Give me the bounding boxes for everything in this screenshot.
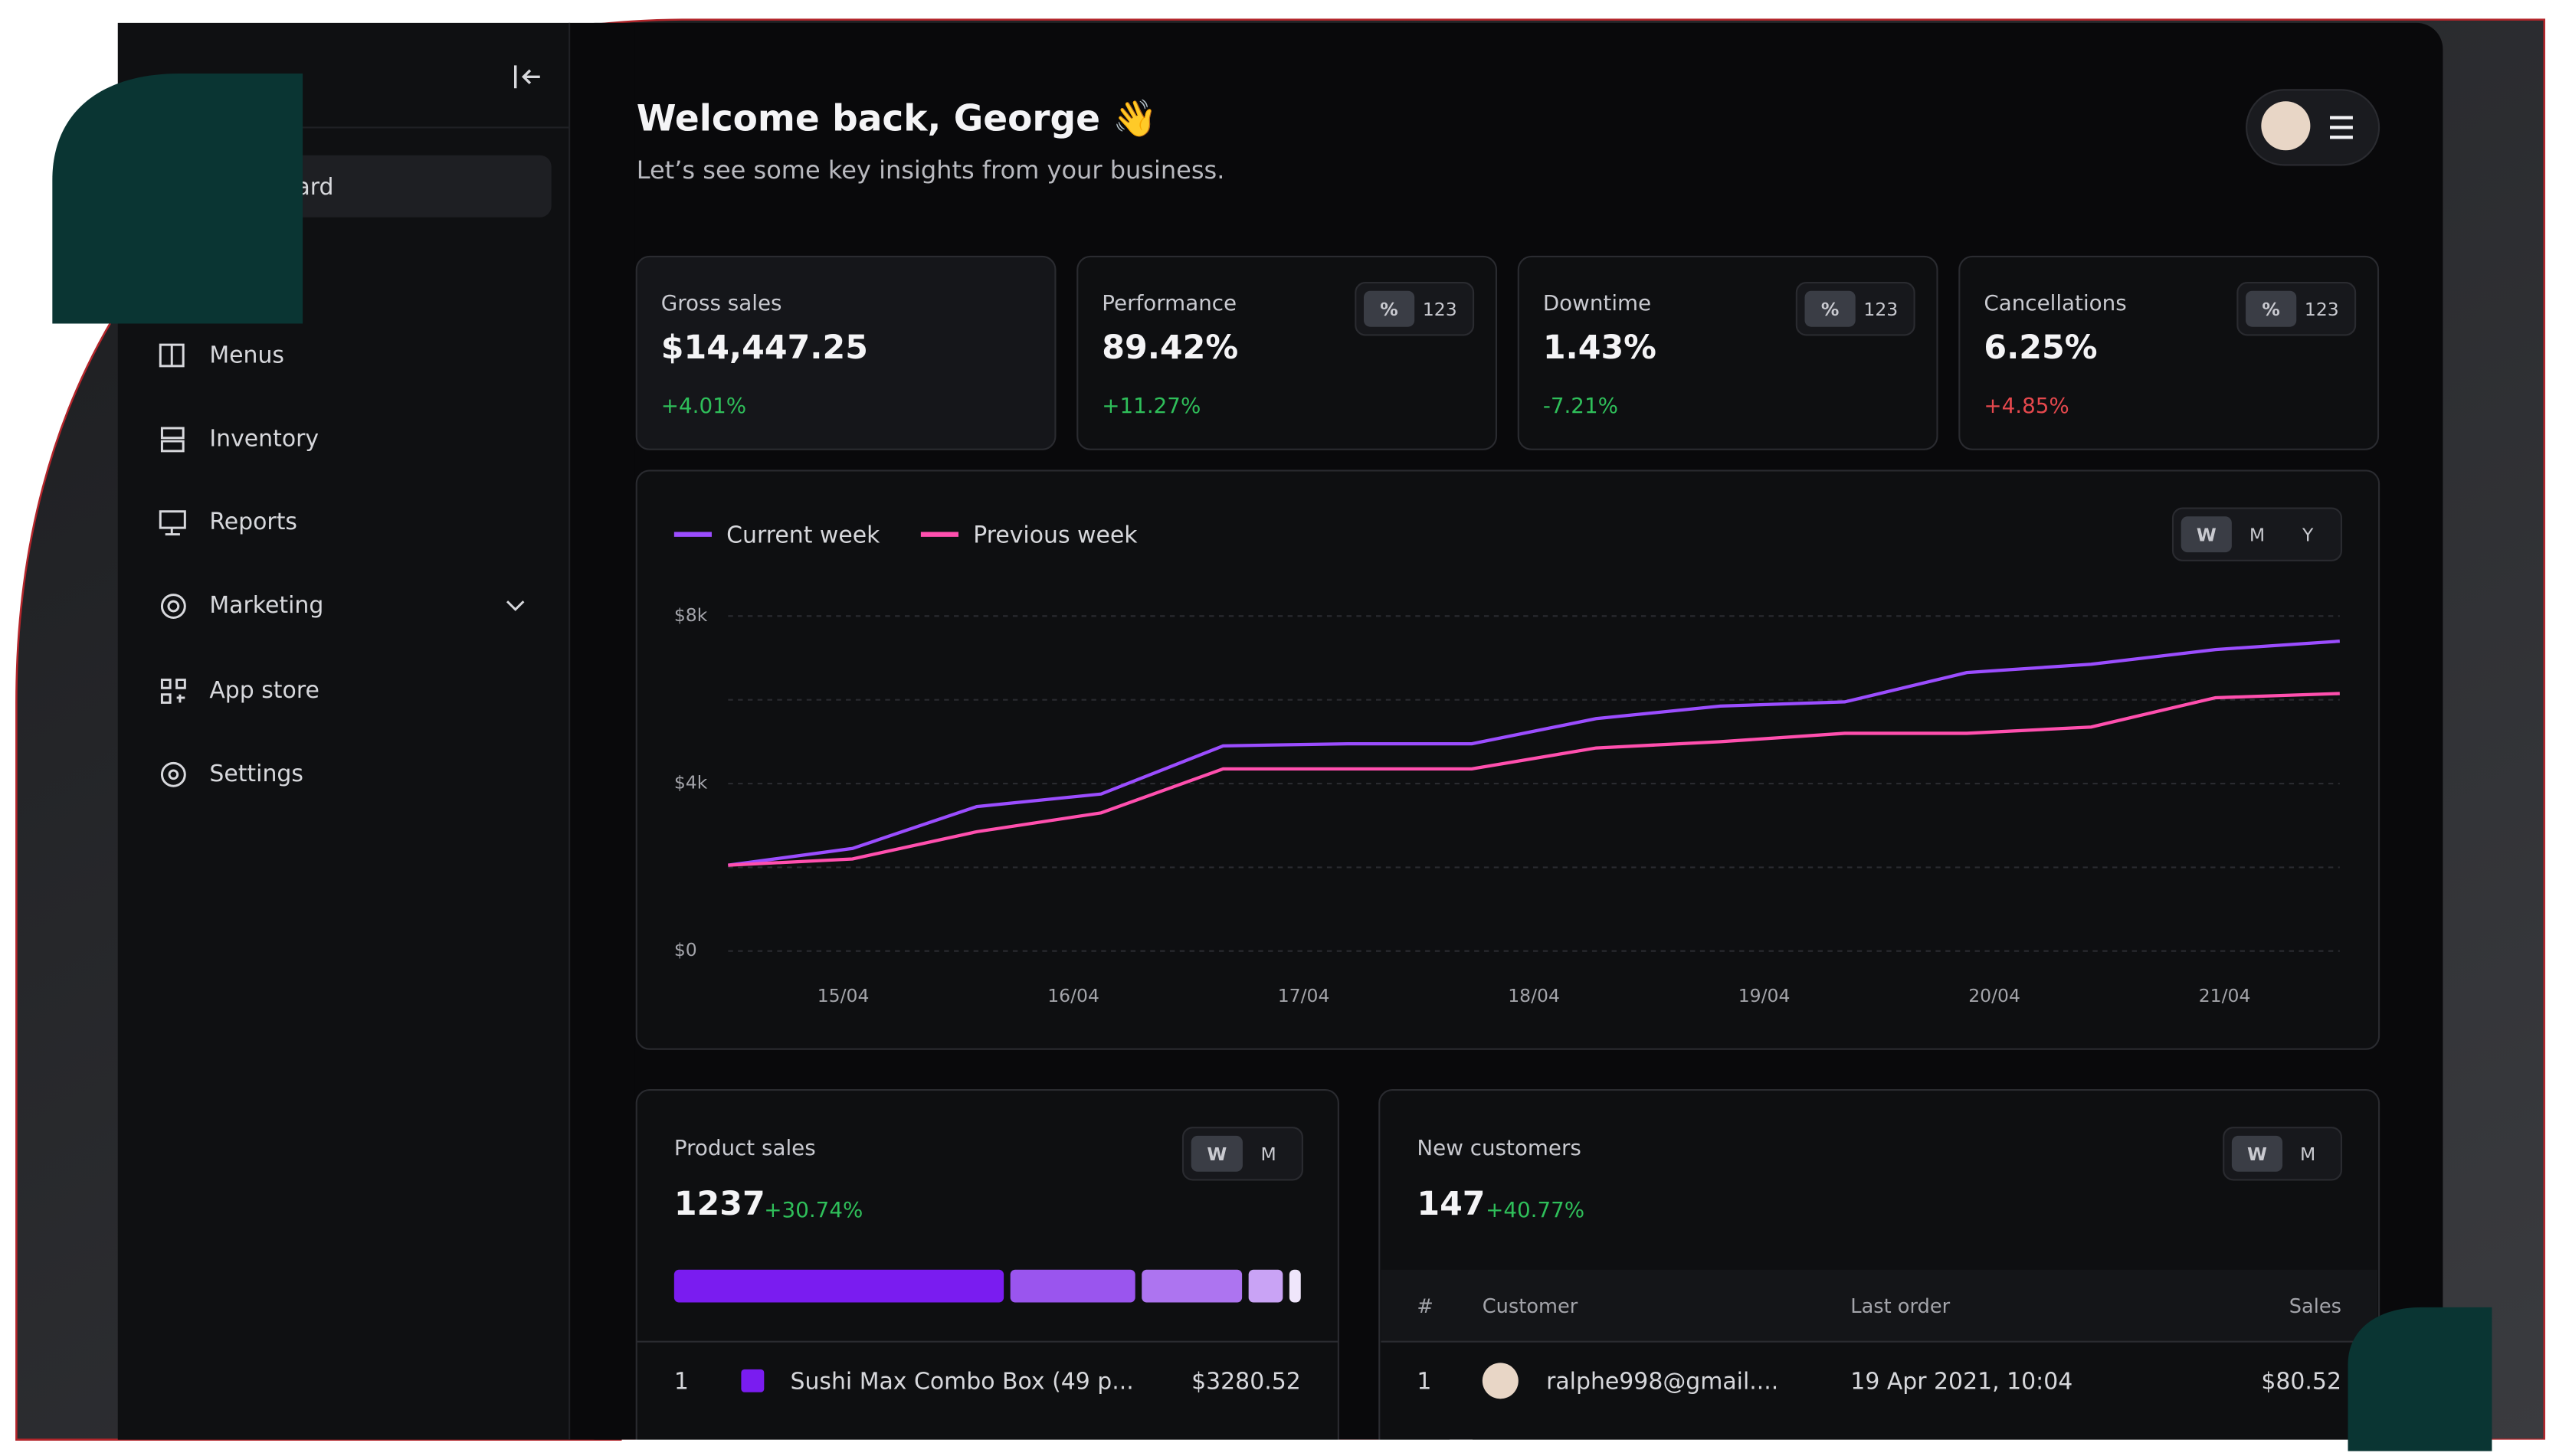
collapse-icon[interactable] [513,65,540,89]
toggle-active[interactable] [2181,516,2232,553]
nav-item[interactable]: Settings [209,761,303,787]
y-tick-label: $4k [674,772,708,793]
cell: Sushi Max Combo Box (49 p... [790,1368,1133,1395]
series-line [728,640,2340,867]
bottom-edge [1450,1439,2559,1456]
toggle-option[interactable]: W [2247,1144,2267,1165]
toggle-active[interactable] [1363,290,1415,327]
series-line [728,692,2340,867]
menu-icon[interactable] [2330,116,2353,139]
toggle-option[interactable]: M [1260,1144,1276,1165]
toggle-active[interactable] [1804,290,1856,327]
nav-item[interactable]: Inventory [209,425,319,452]
toggle-option[interactable]: % [1821,299,1840,320]
column-header: Last order [1850,1295,1950,1318]
x-tick-label: 18/04 [1508,985,1560,1006]
kpi-value: 6.25% [1984,329,2097,367]
kpi-change: -7.21% [1543,393,1618,418]
toggle-active[interactable] [1191,1135,1243,1172]
x-tick-label: 20/04 [1968,985,2020,1006]
toggles: % 123% 123% 123 W M Y W M W M [1181,282,2357,1181]
card-title: New customers [1417,1135,1581,1160]
x-tick-label: 19/04 [1738,985,1791,1006]
table-header [1381,1269,2377,1342]
toggle-option[interactable]: Y [2302,524,2314,545]
kpi-change: +4.01% [661,393,746,418]
y-tick-label: $0 [674,939,697,960]
card-value: 147 [1417,1185,1485,1223]
chart-card [635,470,2380,1050]
kpi-value: 1.43% [1543,329,1656,367]
nav-item[interactable]: App store [209,677,319,704]
x-tick-label: 21/04 [2199,985,2251,1006]
cell: 19 Apr 2021, 10:04 [1850,1368,2072,1395]
kpi-value: 89.42% [1102,329,1238,367]
kpi-card [635,255,1057,450]
nav-icons [159,343,525,787]
legend-label: Current week [726,522,880,548]
kpi-value: $14,447.25 [661,329,868,367]
page-subtitle: Let’s see some key insights from your bu… [637,155,1225,185]
nav-item[interactable]: Reports [209,509,297,535]
column-header: Customer [1483,1295,1578,1318]
toggle-option[interactable]: M [2300,1144,2315,1165]
bottom-edge [621,1439,1473,1456]
card-value: 1237 [674,1185,765,1223]
stacked-bar [673,1269,1301,1303]
toggle-option[interactable]: 123 [1423,299,1457,320]
toggle-option[interactable]: % [1380,299,1398,320]
avatar [2261,101,2311,151]
nav-item[interactable]: Menus [209,342,284,369]
kpi-label: Downtime [1543,290,1651,316]
avatar [1482,1363,1519,1399]
page-title: Welcome back, George 👋 [637,97,1158,139]
decor-shape [52,74,303,324]
x-tick-label: 16/04 [1047,985,1099,1006]
bar-segment [1010,1269,1135,1303]
card-title: Product sales [674,1135,816,1160]
bar-segment [1289,1269,1301,1303]
toggle-option[interactable]: W [2197,524,2217,545]
card-change: +40.77% [1486,1197,1584,1222]
toggle-active[interactable] [2231,1135,2283,1172]
bar-segment [673,1269,1004,1303]
cell: ralphe998@gmail.... [1546,1368,1778,1395]
card-change: +30.74% [764,1197,863,1222]
x-tick-label: 17/04 [1278,985,1330,1006]
toggle-option[interactable]: % [2262,299,2280,320]
toggle-active[interactable] [2246,290,2297,327]
column-header: # [1417,1295,1433,1318]
kpi-label: Gross sales [661,290,782,316]
x-tick-label: 15/04 [818,985,870,1006]
main-panel-edge [569,22,635,1440]
bar-segment [1248,1269,1283,1303]
kpi-change: +4.85% [1984,393,2069,418]
decor-shape [2348,1307,2492,1451]
kpi-label: Cancellations [1984,290,2126,316]
toggle-option[interactable]: M [2249,524,2265,545]
legend-swatch [741,1369,765,1392]
toggle-option[interactable]: W [1207,1144,1227,1165]
cell: 1 [1417,1368,1431,1395]
bar-segment [1142,1269,1243,1303]
toggle-option[interactable]: 123 [1863,299,1898,320]
cell: $80.52 [2261,1368,2341,1395]
nav-item[interactable]: Marketing [209,592,323,619]
column-header: Sales [2289,1295,2341,1318]
cell: $3280.52 [1191,1368,1301,1395]
line-chart: $0 $4k $8k 15/04 16/04 17/04 18/04 19/04 20/04 21… [674,522,2340,1006]
kpi-change: +11.27% [1102,393,1201,418]
toggle-option[interactable]: 123 [2305,299,2339,320]
legend-label: Previous week [973,522,1138,548]
cell: 1 [674,1368,689,1395]
y-tick-label: $8k [674,604,708,626]
kpi-label: Performance [1102,290,1237,316]
